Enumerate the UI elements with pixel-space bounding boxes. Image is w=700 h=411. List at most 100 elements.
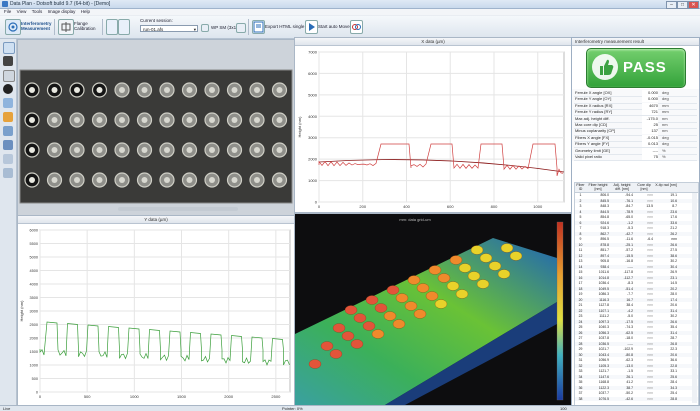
interferometry-measurement-button[interactable]: Interferometry Measurement [21,21,52,31]
table-cell: nnn [647,352,653,357]
result-unit: mm [662,109,669,115]
settings-icon[interactable] [3,168,13,178]
table-row[interactable]: 33 1121.7 -1.5 nnn 33.1 [575,369,698,374]
table-row[interactable]: 24 1097.3 -17.5 nnn 26.6 [575,319,698,325]
table-cell: 30.2 [670,259,677,263]
3d-surface-view[interactable] [295,214,571,405]
table-row[interactable]: 12 897.4 -15.5 nnn 38.6 [575,253,698,259]
table-row[interactable]: 11 851.7 -57.2 nnn 27.5 [575,248,698,253]
menu-view[interactable]: View [16,9,27,14]
table-row[interactable]: 34 1147.6 26.1 nnn 25.6 [575,374,698,380]
layout-icon[interactable] [3,42,15,54]
table-row[interactable]: 1 806.0 -94.4 nnn 19.1 [575,193,698,198]
close-button[interactable]: ✕ [688,1,699,9]
table-row[interactable]: 27 1037.8 -18.0 nnn 28.7 [575,336,698,341]
table-row[interactable]: 21 1127.8 38.4 nnn 20.6 [575,303,698,308]
table-cell: -62.5 [625,330,633,335]
grid-icon[interactable] [3,126,13,136]
menu-file[interactable]: File [4,9,12,14]
table-row[interactable]: 2 845.5 -76.1 nnn 10.6 [575,198,698,204]
table-cell: 848.3 [600,204,610,208]
menu-image-display[interactable]: Image display [47,9,76,14]
table-cell: 9 [579,237,582,241]
table-cell: 878.8 [600,242,610,247]
x-data-chart[interactable]: 7000 6000 5000 4000 3000 2000 1000 00 200 400 600 8… [295,46,571,212]
table-row[interactable]: 8 862.7 -42.7 nnn 26.2 [575,231,698,237]
table-row[interactable]: 9 896.5 -11.6 -6.4 nnn [575,237,698,242]
minimize-button[interactable]: – [666,1,677,9]
compare-icon[interactable] [350,20,363,34]
table-row[interactable]: 31 1056.9 -62.3 nnn 36.6 [575,358,698,363]
auto-move-icon[interactable] [305,20,318,34]
table-cell: 26.6 [670,242,677,247]
table-row[interactable]: 16 1014.8 -112.7 nnn 23.1 [575,275,698,281]
session-select[interactable]: run-01.afs ▾ [140,25,198,32]
table-row[interactable]: 35 1168.8 41.2 nnn 28.4 [575,380,698,385]
table-row[interactable]: 10 878.8 -25.1 nnn 26.6 [575,242,698,248]
flange-icon[interactable] [58,19,74,35]
table-row[interactable]: 32 1105.3 -13.0 nnn 22.8 [575,363,698,369]
status-bar: Live Pointer: 0% 100 [0,405,700,411]
table-cell: 1014.8 [598,275,609,280]
table-scrollbar[interactable] [692,193,697,403]
export-html-report-button[interactable]: Export HTML single report [265,24,318,29]
info-icon[interactable] [236,23,246,33]
table-row[interactable]: 37 1037.7 -50.2 nnn 25.4 [575,391,698,396]
maximize-button[interactable]: □ [677,1,688,9]
table-row[interactable]: 3 848.3 -84.7 13.5 8.7 [575,204,698,209]
table-row[interactable]: 26 1056.3 -62.5 nnn 31.4 [575,330,698,336]
panel-icon[interactable] [106,19,118,35]
fiber-table: Fiber ID Fiber height [nm] Adj. height d… [574,182,699,406]
table-row[interactable]: 5 854.8 -65.0 nnn 17.6 [575,215,698,220]
fiber-core [119,147,125,153]
3d-view-icon[interactable] [3,140,13,150]
chart-icon[interactable] [3,98,13,108]
table-cell: ----- [627,264,633,269]
menu-help[interactable]: Help [80,9,91,14]
settings-icon[interactable] [201,24,209,32]
panel-icon[interactable] [118,19,130,35]
interferometry-icon[interactable] [5,19,21,35]
x-data-chart-pane: X data (µm) 7000 6000 5000 4000 3000 2000 1000… [294,37,572,213]
table-cell: 8 [579,231,582,236]
table-row[interactable]: 22 1107.1 -4.2 nnn 31.4 [575,308,698,314]
table-row[interactable]: 28 1036.5 ----- nnn 26.8 [575,341,698,347]
fiber-endface-image[interactable] [18,40,294,216]
report-icon[interactable] [3,154,13,164]
flange-calibration-button[interactable]: Flange Calibration [74,21,96,31]
profile-icon[interactable] [3,112,13,122]
table-row[interactable]: 20 1116.3 16.7 nnn 17.4 [575,297,698,303]
fiber-core [231,147,238,153]
table-row[interactable]: 30 1043.4 -80.8 nnn 20.6 [575,352,698,358]
menu-tools[interactable]: Tools [31,9,43,14]
table-row[interactable]: 15 1011.6 -117.8 nnn 26.9 [575,270,698,275]
table-row[interactable]: 4 844.5 -78.9 nnn 23.6 [575,209,698,215]
fiber-core [51,117,58,123]
table-cell: ----- [627,341,633,346]
table-cell: 36.6 [670,358,677,362]
fiber-bump [362,321,376,331]
lens-icon[interactable] [3,84,13,94]
table-row[interactable]: 17 1036.4 -8.3 nnn 14.5 [575,281,698,286]
y-data-chart[interactable]: 6000550050004500400035003000250020001500… [18,224,294,405]
table-row[interactable]: 23 1111.2 -5.0 nnn 30.2 [575,314,698,319]
table-cell: 11 [578,248,583,252]
table-row[interactable]: 13 905.8 -16.8 nnn 30.2 [575,259,698,264]
table-row[interactable]: 7 918.3 -5.3 nnn 21.2 [575,226,698,231]
image-icon[interactable] [3,70,15,82]
fiber-bump [392,319,406,329]
table-row[interactable]: 29 1021.7 -102.9 nnn 22.3 [575,347,698,352]
table-row[interactable]: 25 1040.3 -74.3 nnn 35.4 [575,325,698,330]
fiber-core [164,117,170,123]
camera-icon[interactable] [3,56,13,66]
table-row[interactable]: 19 1086.3 -7.7 nnn 28.0 [575,292,698,297]
table-row[interactable]: 38 1076.5 -42.6 nnn 28.8 [575,396,698,402]
table-row[interactable]: 14 938.4 ----- nnn 30.4 [575,264,698,270]
table-row[interactable]: 36 1122.3 38.7 nnn 34.3 [575,385,698,391]
table-cell: 25.4 [670,391,677,395]
table-row[interactable]: 6 924.6 -1.2 nnn 33.6 [575,220,698,226]
start-auto-move-button[interactable]: Start auto Move [318,24,350,29]
html-export-icon[interactable] [252,20,265,34]
x-tick-label: 600 [447,204,454,209]
table-row[interactable]: 18 1049.5 -51.4 nnn 20.2 [575,286,698,292]
